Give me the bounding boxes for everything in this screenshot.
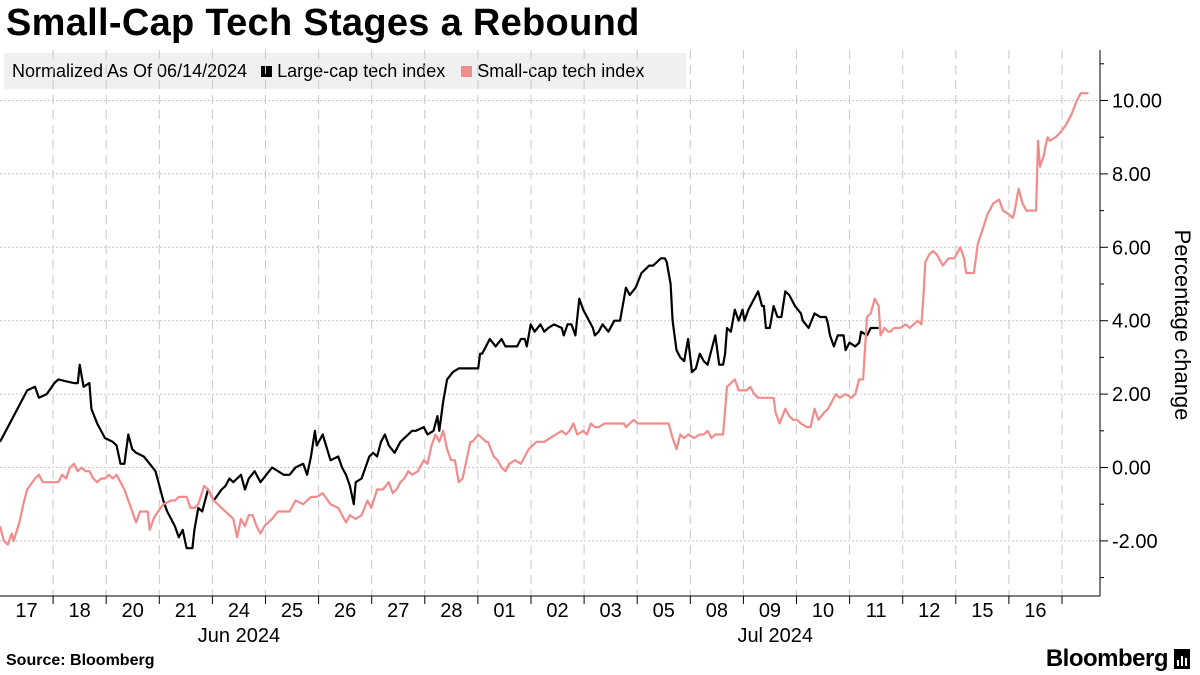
x-tick-label: 08 [706,600,728,622]
y-tick-label: 6.00 [1112,237,1151,259]
y-tick-label: 4.00 [1112,311,1151,333]
x-tick-label: 24 [228,600,250,622]
y-axis-label: Percentage change [1170,230,1195,421]
x-tick-label: 01 [493,600,515,622]
x-tick-label: 25 [281,600,303,622]
y-tick-label: -2.00 [1112,531,1158,553]
month-label: Jun 2024 [198,625,280,647]
x-tick-label: 20 [122,600,144,622]
legend-item-small-cap: Small-cap tech index [461,61,644,82]
bloomberg-logo: Bloomberg [1046,645,1190,673]
normalization-note: Normalized As Of 06/14/2024 [12,60,248,81]
series-line-large-cap [0,257,879,550]
x-tick-label: 21 [175,600,197,622]
y-tick-label: 10.00 [1112,91,1162,113]
legend-swatch-small-cap [461,65,473,77]
x-tick-label: 18 [69,600,91,622]
y-tick-label: 0.00 [1112,458,1151,480]
x-tick-label: 05 [653,600,675,622]
legend-swatch-large-cap [261,65,273,77]
month-label: Jul 2024 [737,625,813,647]
x-tick-label: 15 [971,600,993,622]
x-tick-label: 03 [600,600,622,622]
x-tick-label: 12 [918,600,940,622]
x-tick-label: 11 [866,600,887,622]
x-tick-label: 09 [759,600,781,622]
x-tick-label: 27 [387,600,409,622]
x-tick-label: 26 [334,600,356,622]
legend-label-small-cap: Small-cap tech index [477,60,645,81]
y-tick-label: 8.00 [1112,164,1151,186]
source-note: Source: Bloomberg [6,652,155,669]
x-tick-label: 10 [812,600,834,622]
series-line-small-cap [0,92,1089,546]
legend: Normalized As Of 06/14/2024 Large-cap te… [4,53,686,89]
legend-label-large-cap: Large-cap tech index [277,60,446,81]
x-tick-label: 16 [1024,600,1046,622]
brand-wordmark: Bloomberg [1045,645,1169,672]
chart-title: Small-Cap Tech Stages a Rebound [6,2,640,44]
x-tick-label: 17 [15,600,37,622]
x-tick-label: 28 [440,600,462,622]
legend-item-large-cap: Large-cap tech index [261,61,445,82]
bar-chart-icon [1174,649,1190,669]
x-tick-label: 02 [546,600,568,622]
y-tick-label: 2.00 [1112,384,1151,406]
